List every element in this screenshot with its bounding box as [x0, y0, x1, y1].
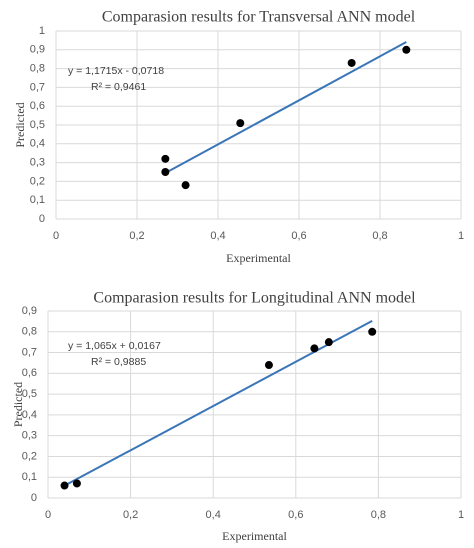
x-tick-label: 1	[458, 230, 464, 242]
longitudinal-chart: Comparasion results for Longitudinal ANN…	[11, 290, 464, 543]
data-point	[181, 181, 190, 190]
trendline-equation: y = 1,065x + 0,0167	[68, 340, 161, 352]
trendline	[64, 319, 373, 487]
y-tick-label: 0,4	[30, 138, 45, 150]
x-tick-label: 1	[458, 509, 464, 521]
x-tick-label: 0	[53, 230, 59, 242]
y-tick-label: 0,3	[30, 157, 45, 169]
y-tick-label: 0,7	[30, 81, 45, 93]
y-tick-label: 0,3	[22, 430, 37, 442]
y-tick-label: 0	[31, 492, 37, 504]
y-tick-label: 0,4	[22, 409, 37, 421]
y-tick-label: 0,7	[22, 346, 37, 358]
x-tick-label: 0	[45, 509, 51, 521]
data-point	[161, 154, 170, 163]
x-tick-label: 0,8	[372, 230, 387, 242]
x-tick-label: 0,4	[210, 230, 225, 242]
y-tick-label: 0,1	[22, 471, 37, 483]
chart-title: Comparasion results for Longitudinal ANN…	[93, 290, 416, 307]
y-tick-label: 0,8	[22, 326, 37, 338]
y-tick-label: 0,2	[22, 450, 37, 462]
y-tick-label: 0,1	[30, 194, 45, 206]
y-tick-label: 0,2	[30, 175, 45, 187]
x-tick-label: 0,6	[288, 509, 303, 521]
data-point	[72, 479, 81, 488]
data-point	[161, 168, 170, 176]
x-tick-label: 0,4	[206, 509, 221, 521]
r-squared-label: R² = 0,9885	[91, 356, 146, 368]
x-tick-label: 0,2	[123, 509, 138, 521]
data-point	[310, 344, 319, 353]
x-axis-label: Experimental	[226, 251, 291, 265]
x-axis-label: Experimental	[222, 529, 287, 543]
chart-title: Comparasion results for Transversal ANN …	[102, 9, 416, 26]
data-point	[60, 481, 69, 490]
y-axis-label: Predicted	[13, 102, 27, 147]
y-tick-label: 0,6	[22, 367, 37, 379]
r-squared-label: R² = 0,9461	[91, 81, 146, 93]
data-point	[264, 361, 273, 370]
data-point	[324, 338, 333, 347]
x-tick-label: 0,2	[129, 230, 144, 242]
y-tick-label: 0,9	[30, 44, 45, 56]
y-tick-label: 0,5	[30, 119, 45, 131]
y-tick-label: 0,8	[30, 63, 45, 75]
data-point	[402, 45, 411, 54]
y-axis-label: Predicted	[11, 382, 25, 427]
transversal-chart: Comparasion results for Transversal ANN …	[13, 9, 464, 265]
y-tick-label: 0	[39, 213, 45, 225]
y-tick-label: 0,9	[22, 305, 37, 317]
y-tick-label: 0,5	[22, 388, 37, 400]
data-point	[368, 327, 377, 336]
x-tick-label: 0,8	[371, 509, 386, 521]
trendline-equation: y = 1,1715x - 0,0718	[68, 65, 164, 77]
y-tick-label: 1	[39, 25, 45, 37]
data-point	[347, 58, 356, 67]
y-tick-label: 0,6	[30, 100, 45, 112]
x-tick-label: 0,6	[291, 230, 306, 242]
data-point	[236, 119, 245, 128]
trendline	[164, 41, 407, 174]
